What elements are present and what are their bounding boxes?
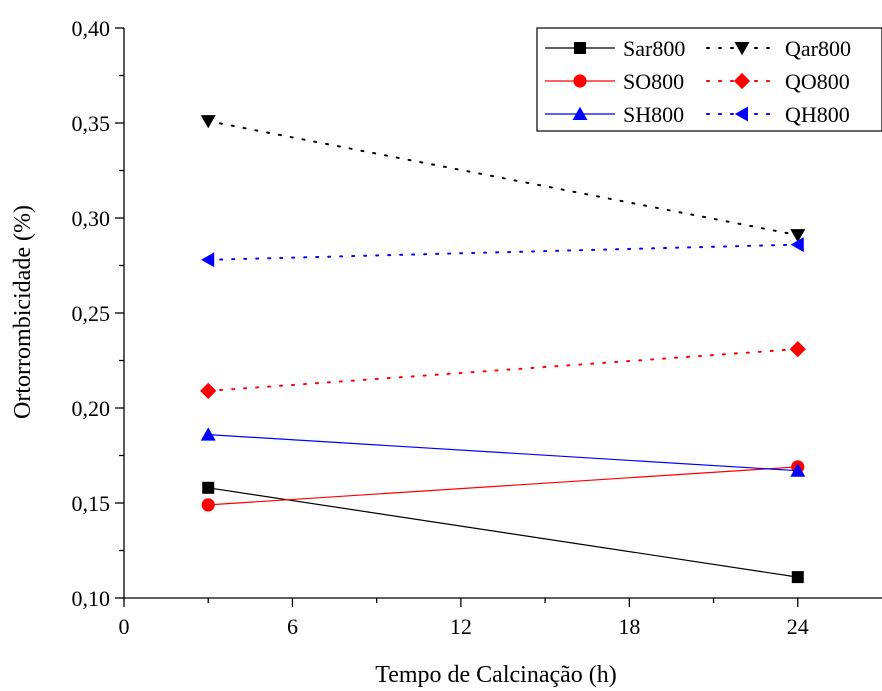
legend-label: Sar800 [623,36,685,61]
marker-triangle-up [790,463,806,477]
legend: Sar800 SO800 SH800 Qar800 QO800 QH800 [536,27,882,132]
x-tick-label: 18 [618,614,640,639]
series-QO800 [200,341,806,399]
series-line [207,243,799,261]
marker-square [574,42,586,54]
series-line [208,466,798,506]
series-line [208,434,798,472]
series-line [207,120,799,237]
y-axis-label: Ortorrombicidade (%) [10,205,36,419]
x-axis-label: Tempo de Calcinação (h) [375,662,617,688]
series-line [207,348,799,392]
marker-triangle-up [572,106,588,120]
axes: 0,10 0,15 0,20 0,25 0,30 0,35 0,40 0 6 12 18 24 [72,16,882,639]
x-tick-label: 0 [119,614,130,639]
marker-circle [573,74,587,88]
legend-item-QO800: QO800 [706,69,850,94]
legend-label: QO800 [785,69,850,94]
series-SH800 [200,427,806,477]
marker-triangle-up [200,427,216,441]
legend-item-QH800: QH800 [706,102,850,127]
legend-item-Qar800: Qar800 [706,36,851,61]
marker-diamond [733,72,751,90]
marker-triangle-down [734,42,750,56]
marker-triangle-left [790,237,804,253]
marker-square [791,571,804,584]
x-tick-label: 6 [287,614,298,639]
legend-item-SH800: SH800 [545,102,684,127]
y-tick-label: 0,10 [72,586,111,611]
marker-diamond [200,382,217,399]
marker-triangle-down [790,229,806,243]
x-tick-label: 24 [787,614,809,639]
marker-diamond [789,341,806,358]
legend-label: QH800 [785,102,850,127]
legend-label: SO800 [623,69,684,94]
x-tick-label: 12 [450,614,472,639]
y-tick-label: 0,15 [72,491,111,516]
y-tick-label: 0,40 [72,16,111,41]
marker-square [202,481,215,494]
legend-item-Sar800: Sar800 [545,36,685,61]
series-layer [200,115,806,584]
y-tick-label: 0,25 [72,301,111,326]
marker-triangle-left [734,106,748,122]
y-tick-label: 0,20 [72,396,111,421]
y-tick-label: 0,35 [72,111,111,136]
y-tick-label: 0,30 [72,206,111,231]
legend-label: Qar800 [785,36,851,61]
series-SO800 [201,460,805,512]
series-line [208,487,798,578]
series-Qar800 [200,115,806,243]
marker-triangle-left [201,252,215,268]
marker-circle [201,498,215,512]
series-Sar800 [202,481,804,584]
legend-item-SO800: SO800 [545,69,684,94]
series-QH800 [201,237,804,268]
legend-label: SH800 [623,102,684,127]
marker-triangle-down [200,115,216,129]
